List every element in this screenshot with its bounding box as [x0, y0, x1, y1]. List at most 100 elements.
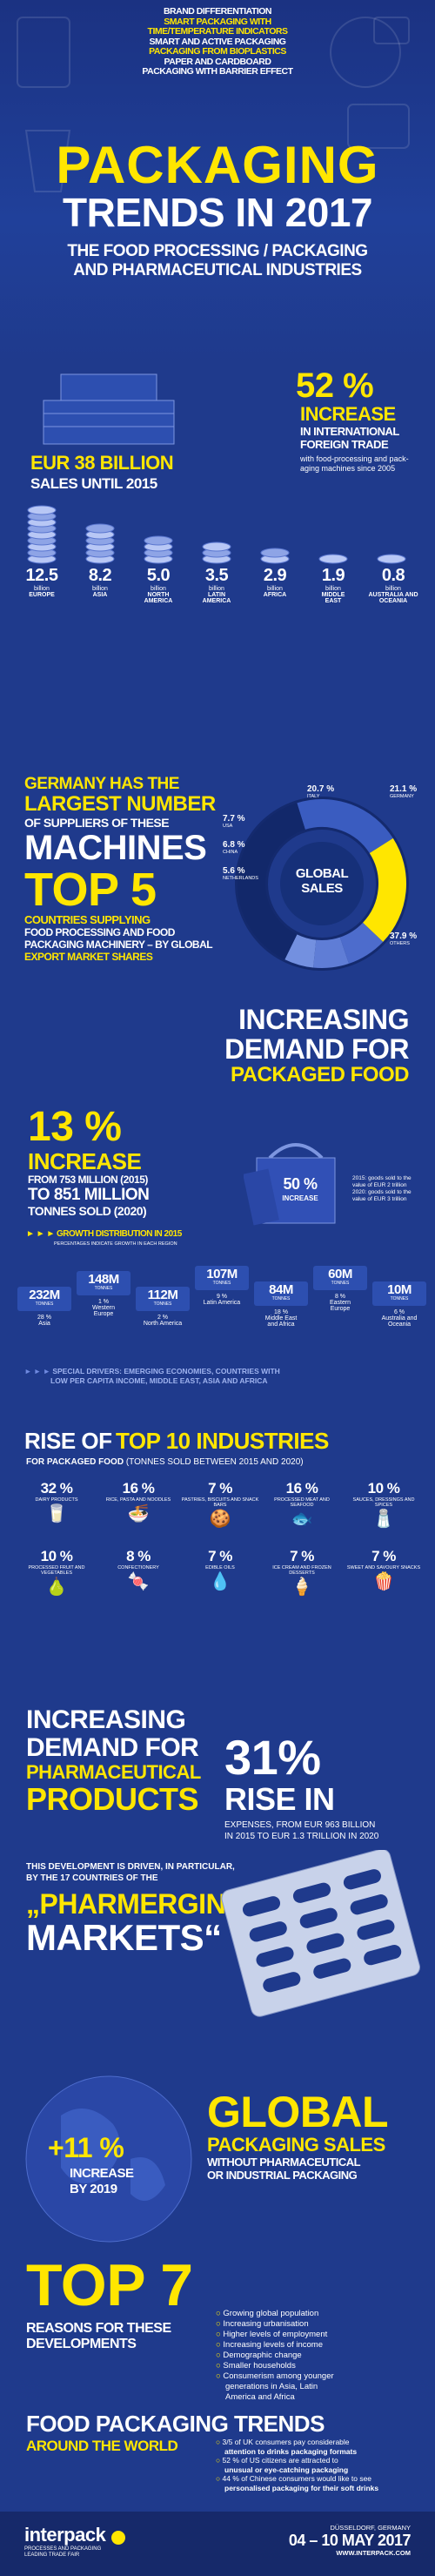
industries-title-2: TOP 10 INDUSTRIES [115, 1428, 329, 1454]
hero-title-line-2: TRENDS IN 2017 [62, 190, 373, 235]
pharmerging-line-2: MARKETS“ [26, 1917, 222, 1958]
pharma-expenses: EXPENSES, FROM EUR 963 BILLION IN 2015 T… [224, 1819, 378, 1842]
global-pack-line-2: PACKAGING SALES [207, 2134, 385, 2156]
top7-title: TOP 7 [26, 2252, 193, 2318]
bullet-3b: personalised packaging for their soft dr… [224, 2483, 379, 2492]
demand-food-increase: INCREASE [28, 1148, 142, 1174]
growth-name: Western Europe [92, 1305, 115, 1317]
industry-name: CONFECTIONERY [117, 1565, 159, 1570]
interpack-logo[interactable]: interpack PROCESSES AND PACKAGING LEADIN… [24, 2524, 125, 2559]
top7-item-text: Increasing urbanisation [223, 2319, 309, 2329]
region-unit: billion [267, 586, 283, 592]
bag-note-2: value of EUR 2 trillion [352, 1182, 407, 1188]
region-name: EUROPE [29, 592, 55, 598]
industry-pct: 7 % [208, 1480, 232, 1497]
hero-background-icons [17, 17, 410, 192]
share-pct: 7.7 % [223, 814, 245, 824]
footer-url[interactable]: WWW.INTERPACK.COM [336, 2549, 411, 2557]
donut-segment [238, 803, 306, 960]
demand-food-from-3: TONNES SOLD (2020) [28, 1204, 147, 1218]
global-pack-line-4: OR INDUSTRIAL PACKAGING [207, 2169, 358, 2182]
share-others: 37.9 % OTHERS [390, 932, 417, 946]
industry-pct: 8 % [126, 1548, 151, 1564]
region-latin-america: 3.5 billion LATIN AMERICA [191, 566, 243, 604]
pharma-line-4: PRODUCTS [26, 1781, 199, 1817]
top-trend-list: BRAND DIFFERENTIATION SMART PACKAGING WI… [0, 6, 435, 77]
bag-label: INCREASE [282, 1194, 318, 1202]
region-unit: billion [325, 586, 341, 592]
industry-name: SAUCES, DRESSINGS AND SPICES [352, 1497, 415, 1508]
demand-food-from-1: FROM 753 MILLION (2015) [28, 1174, 148, 1186]
region-name: MIDDLE EAST [321, 592, 345, 604]
trend-item-4: SMART AND ACTIVE PACKAGING [149, 36, 286, 47]
industry-meat: 16 % PROCESSED MEAT AND SEAFOOD 🐟 [263, 1480, 341, 1530]
top7-item-text: Growing global population [223, 2309, 319, 2318]
industries-sub-1: FOR PACKAGED FOOD [26, 1457, 124, 1467]
growth-drivers: ► ► ► SPECIAL DRIVERS: EMERGING ECONOMIE… [24, 1367, 280, 1385]
region-australia-oceania: 0.8 billion AUSTRALIA AND OCEANIA [365, 566, 421, 604]
growth-value: 112M [147, 1288, 178, 1302]
global-sales-donut [235, 797, 409, 971]
footer-event-info: DÜSSELDORF, GERMANY 04 – 10 MAY 2017 WWW… [289, 2524, 412, 2557]
industry-snacks: 7 % SWEET AND SAVOURY SNACKS 🍿 [345, 1548, 423, 1592]
share-name: NETHERLANDS [223, 876, 258, 881]
industry-sauces: 10 % SAUCES, DRESSINGS AND SPICES 🧂 [345, 1480, 423, 1530]
germany-line-6: COUNTRIES SUPPLYING [24, 913, 151, 926]
trade-desc-2: aging machines since 2005 [300, 464, 396, 473]
bowl-icon: 🍜 [127, 1504, 150, 1523]
bullet-1a: 3/5 of UK consumers pay considerable [222, 2438, 350, 2446]
logo-tag-2: LEADING TRADE FAIR [24, 2552, 80, 2558]
share-pct: 37.9 % [390, 932, 418, 941]
growth-name: Middle East and Africa [264, 1315, 298, 1328]
pear-icon: 🍐 [45, 1577, 68, 1597]
germany-line-2: LARGEST NUMBER [24, 792, 216, 816]
industries-sub-2: (TONNES SOLD BETWEEN 2015 AND 2020) [125, 1457, 304, 1467]
coin [318, 554, 348, 564]
donut-segment [284, 934, 317, 968]
top7-list: ○ Growing global population ○ Increasing… [216, 2309, 334, 2403]
region-value: 8.2 [88, 566, 112, 585]
share-name: GERMANY [390, 794, 414, 799]
milk-icon: 🥛 [45, 1504, 68, 1523]
growth-card-eastern-europe: 60M TONNES 8 % Eastern Europe [313, 1266, 367, 1312]
growth-title-text: GROWTH DISTRIBUTION IN 2015 [57, 1229, 182, 1239]
regions-row: 12.5 billion EUROPE 8.2 billion ASIA 5.0… [0, 566, 435, 636]
growth-card-north-america: 112M TONNES 2 % North America [136, 1287, 190, 1327]
industries-heading: RISE OF TOP 10 INDUSTRIES [24, 1428, 329, 1455]
trade-label-3: FOREIGN TRADE [300, 438, 389, 451]
share-usa: 7.7 % USA [223, 814, 245, 829]
growth-unit: TONNES [390, 1296, 409, 1301]
hero-subtitle-line-2: AND PHARMACEUTICAL INDUSTRIES [73, 261, 362, 279]
growth-pct: 18 % [274, 1309, 288, 1315]
share-pct: 6.8 % [223, 840, 245, 850]
industry-fruit-veg: 10 % PROCESSED FRUIT AND VEGETABLES 🍐 [17, 1548, 96, 1597]
coin [144, 535, 173, 546]
industry-name: PROCESSED MEAT AND SEAFOOD [274, 1497, 330, 1508]
trend-item-1: BRAND DIFFERENTIATION [163, 6, 272, 17]
industry-dairy: 32 % DAIRY PRODUCTS 🥛 [17, 1480, 96, 1524]
trends-world-bullets: ○ 3/5 of UK consumers pay considerable a… [216, 2438, 379, 2492]
sales-line-1: EUR 38 BILLION [30, 452, 174, 474]
trend-item-2: SMART PACKAGING WITH [164, 16, 271, 27]
region-name: AUSTRALIA AND OCEANIA [368, 592, 418, 604]
industry-pct: 16 % [285, 1480, 318, 1497]
growth-pct: 28 % [37, 1315, 51, 1321]
growth-unit: TONNES [94, 1286, 113, 1291]
industry-name: RICE, PASTA AND NOODLES [105, 1497, 171, 1503]
region-unit: billion [34, 586, 50, 592]
growth-card-western-europe: 148M TONNES 1 % Western Europe [77, 1271, 130, 1317]
industries-title-1: RISE OF [24, 1428, 112, 1454]
growth-pct: 8 % [334, 1294, 346, 1300]
drivers-line-1: SPECIAL DRIVERS: EMERGING ECONOMIES, COU… [52, 1367, 280, 1375]
industries-grid: 32 % DAIRY PRODUCTS 🥛 16 % RICE, PASTA AND … [17, 1480, 426, 1654]
top7-item: ○ Smaller households [216, 2361, 296, 2371]
trend-item-5: PACKAGING FROM BIOPLASTICS [149, 46, 286, 57]
region-north-america: 5.0 billion NORTH AMERICA [132, 566, 184, 604]
growth-value: 107M [206, 1267, 238, 1281]
pill-blister-icon [221, 1850, 420, 2017]
region-name: LATIN AMERICA [202, 592, 231, 604]
candy-icon: 🍬 [127, 1572, 150, 1591]
global-pack-heading: GLOBAL PACKAGING SALES WITHOUT PHARMACEU… [207, 2089, 389, 2182]
demand-food-line-2: DEMAND FOR [224, 1033, 409, 1065]
germany-line-8: PACKAGING MACHINERY – BY GLOBAL [24, 938, 213, 951]
